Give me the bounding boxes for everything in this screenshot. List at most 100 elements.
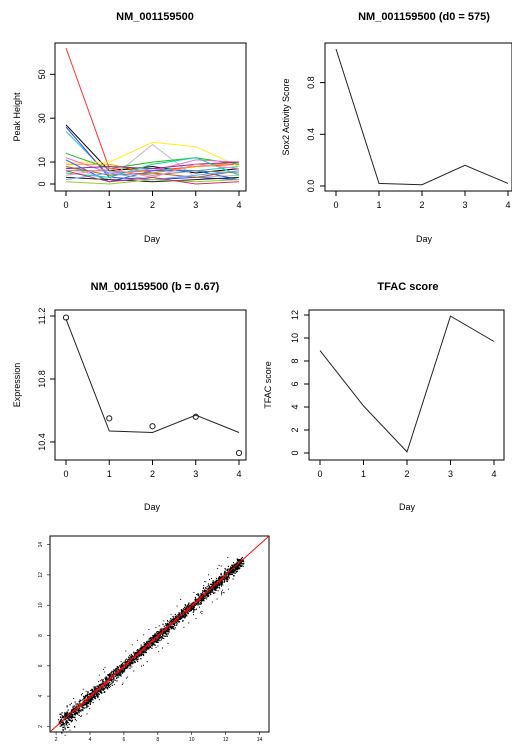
scatter-point (205, 587, 207, 590)
scatter-point (110, 683, 112, 685)
scatter-dense-point (121, 668, 123, 670)
scatter-point (179, 621, 181, 623)
scatter-point (130, 656, 132, 658)
scatter-point (66, 721, 68, 723)
scatter-point (154, 644, 156, 646)
scatter-outlier-point (219, 588, 221, 590)
scatter-outlier-point (178, 618, 180, 620)
scatter-point (160, 639, 162, 641)
scatter-point (75, 706, 77, 708)
scatter-outlier-point (181, 611, 182, 613)
scatter-point (116, 668, 118, 670)
scatter-point (108, 675, 110, 677)
scatter-dense-point (204, 593, 206, 595)
scatter-dense-point (78, 707, 80, 709)
scatter-point (223, 578, 225, 581)
scatter-point (66, 716, 69, 718)
sox2-activity-x-tick-label: 1 (376, 200, 381, 210)
scatter-point (139, 649, 141, 651)
scatter-point (172, 619, 174, 621)
scatter-outlier-point (222, 589, 223, 591)
scatter-dense-point (149, 644, 150, 646)
scatter-point (120, 671, 122, 673)
scatter-point (65, 723, 67, 726)
scatter-dense-point (210, 588, 211, 590)
scatter-dense-point (193, 605, 195, 607)
scatter-point (89, 689, 92, 691)
scatter-point (98, 693, 100, 695)
scatter-point (228, 577, 231, 579)
expression-x-tick-label: 3 (193, 469, 198, 479)
scatter-point (75, 713, 77, 715)
scatter-point (66, 713, 68, 715)
scatter-outlier-point (218, 564, 220, 566)
scatter-point (195, 599, 197, 601)
sox2-activity-y-tick-label: 0.8 (306, 76, 316, 89)
scatter-point (83, 703, 85, 706)
scatter-outlier-point (193, 592, 195, 593)
scatter-point (156, 641, 158, 643)
scatter-point (169, 620, 171, 622)
scatter-point (120, 670, 123, 672)
scatter-point (151, 647, 153, 649)
scatter-point (136, 657, 138, 659)
scatter-point (159, 640, 161, 642)
scatter-point (182, 619, 184, 622)
scatter-point (87, 702, 89, 705)
scatter-point (78, 711, 80, 713)
scatter-point (169, 623, 171, 625)
scatter-point (102, 680, 104, 682)
scatter-point (166, 623, 169, 625)
scatter-dense-point (216, 581, 218, 583)
expression-series-line (65, 318, 240, 434)
scatter-point (69, 704, 71, 706)
scatter-point (209, 592, 211, 594)
peak-height-y-tick-label: 10 (37, 157, 47, 167)
scatter-point (67, 713, 69, 715)
scatter-point (91, 698, 93, 700)
scatter-point (168, 631, 170, 633)
scatter-point (124, 661, 126, 663)
scatter-point (220, 583, 222, 585)
scatter-point (66, 714, 69, 716)
scatter-dense-point (174, 622, 175, 624)
scatter-point (164, 627, 166, 629)
scatter-outlier-point (221, 585, 222, 587)
scatter-point (157, 632, 159, 634)
scatter-point (113, 677, 115, 679)
scatter-dense-point (82, 703, 84, 705)
scatter-point (106, 687, 108, 689)
scatter-point (137, 650, 139, 652)
scatter-point (172, 626, 174, 628)
scatter-dense-point (126, 664, 128, 666)
scatter-point (136, 652, 138, 654)
scatter-point (68, 726, 70, 728)
scatter-point (146, 647, 148, 649)
scatter-point (232, 571, 234, 573)
scatter-point (86, 706, 88, 708)
scatter-outlier-point (81, 707, 83, 709)
scatter-point (221, 575, 223, 577)
scatter-point (241, 556, 243, 559)
scatter-point (91, 688, 94, 691)
scatter-point (157, 638, 159, 640)
scatter-point (209, 593, 211, 595)
scatter-dense-point (135, 657, 137, 659)
scatter-point (203, 590, 205, 593)
scatter-point (89, 699, 91, 701)
scatter-point (226, 576, 228, 578)
scatter-outlier-point (74, 726, 76, 727)
scatter-point (195, 602, 197, 605)
scatter-point (233, 570, 235, 572)
scatter-point (136, 650, 138, 652)
scatter-point (193, 610, 195, 612)
scatter-dense-point (123, 667, 125, 669)
scatter-dense-point (95, 691, 97, 693)
scatter-point (140, 655, 142, 657)
scatter-point (162, 623, 164, 625)
scatter-dense-point (137, 655, 139, 657)
scatter-point (167, 621, 169, 623)
scatter-point (222, 581, 224, 583)
scatter-dense-point (188, 608, 189, 610)
scatter-point (72, 714, 74, 716)
